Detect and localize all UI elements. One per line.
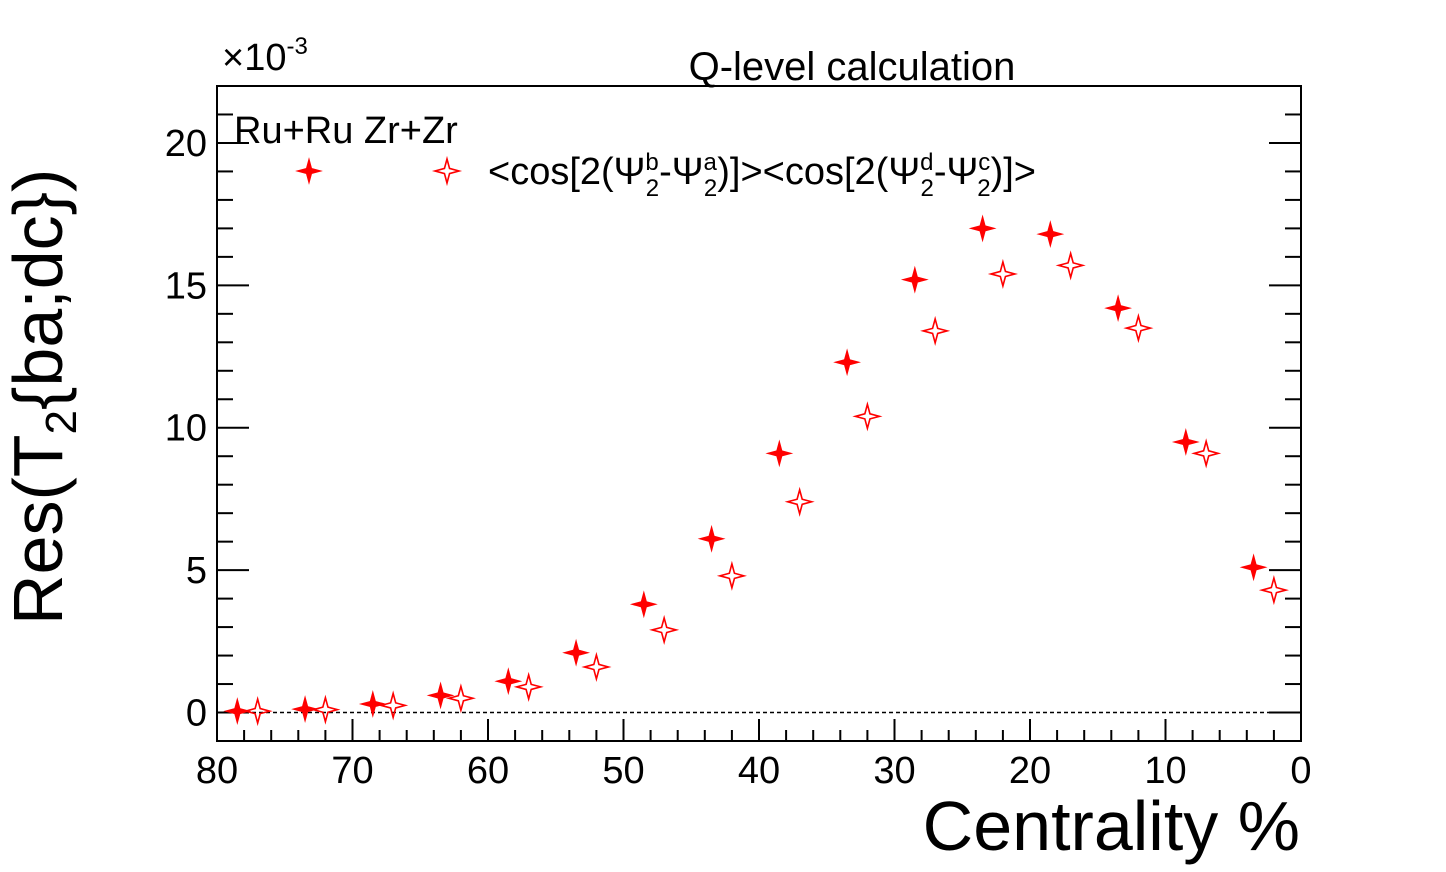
legend-part-3: )]><cos[2(Ψ [717, 151, 920, 193]
series-2-point [1123, 312, 1154, 344]
y-axis-label-rest: {ba;dc}) [0, 169, 77, 410]
series-1-point [833, 348, 862, 377]
series-1-point [765, 439, 794, 468]
series-1-point [1104, 294, 1133, 323]
series-2-point [513, 671, 544, 702]
x-tick-label: 10 [1144, 750, 1186, 792]
legend-sup-2: a [704, 149, 718, 176]
legend-part-2: -Ψ [659, 151, 703, 193]
y-axis-label: Res(T2{ba;dc}) [0, 169, 86, 625]
legend-header: Ru+Ru Zr+Zr [234, 110, 458, 152]
series-1-point [223, 697, 252, 726]
series-1-point [494, 667, 523, 696]
series-1-point [900, 265, 929, 294]
legend-markers [295, 155, 463, 187]
series-1-point [562, 638, 591, 667]
y-multiplier: ×10-3 [222, 33, 308, 79]
data-points-group [223, 214, 1289, 727]
y-multiplier-exponent: -3 [286, 33, 307, 60]
legend-part-5: )]> [991, 151, 1036, 193]
legend-marker-filled-star [295, 157, 323, 185]
y-axis-label-base: Res(T [0, 434, 77, 625]
series-1-point [291, 695, 319, 724]
legend-entry-label: <cos[2(Ψb 2-Ψa 2)]><cos[2(Ψd 2-Ψc 2)]> [488, 149, 1036, 202]
x-tick-label: 40 [738, 750, 780, 792]
series-2-point [716, 560, 747, 591]
series-2-point [920, 315, 951, 346]
y-tick-label: 0 [186, 693, 207, 735]
series-2-point [310, 694, 341, 725]
series-1-point [968, 214, 997, 243]
legend-sub-2: 2 [704, 175, 717, 202]
x-tick-label: 30 [873, 750, 915, 792]
y-axis-label-sub: 2 [37, 410, 86, 434]
x-tick-label: 70 [331, 750, 373, 792]
series-1-point [1171, 428, 1200, 456]
y-tick-label: 5 [186, 550, 207, 592]
series-1-point [629, 590, 658, 619]
series-2-point [1258, 574, 1289, 606]
y-tick-label: 15 [165, 265, 207, 307]
legend-sub-4: 2 [977, 175, 990, 202]
series-1-point [1239, 553, 1268, 582]
series-2-point [378, 690, 409, 721]
legend-sub-3: 2 [920, 175, 933, 202]
x-tick-label: 20 [1009, 750, 1051, 792]
series-2-point [852, 401, 883, 432]
x-tick-label: 0 [1290, 750, 1311, 792]
series-1-point [358, 690, 387, 718]
legend-sup-1: b [645, 149, 658, 176]
y-tick-label: 10 [165, 408, 207, 450]
legend-marker-open-star [431, 155, 463, 187]
series-2-point [987, 258, 1018, 290]
legend-part-1: <cos[2(Ψ [488, 151, 645, 193]
legend-part-4: -Ψ [934, 151, 978, 193]
series-1-point [426, 681, 455, 710]
x-tick-label: 60 [467, 750, 509, 792]
series-2-point [581, 651, 612, 683]
series-2-point [242, 696, 273, 727]
chart-title: Q-level calculation [689, 45, 1016, 89]
legend-sub-1: 2 [646, 175, 659, 202]
x-tick-label: 50 [602, 750, 644, 792]
legend-sup-4: c [978, 149, 990, 176]
x-axis-label: Centrality % [923, 787, 1300, 865]
y-multiplier-base: ×10 [222, 37, 286, 79]
tick-labels-group: 80 70 60 50 40 30 20 10 0 0 5 10 15 20 [165, 123, 1312, 792]
series-1-point [1036, 220, 1065, 249]
series-2-point [445, 683, 476, 714]
series-1-point [697, 524, 726, 553]
series-2-point [1055, 250, 1086, 281]
x-tick-label: 80 [196, 750, 238, 792]
series-2-point [1191, 438, 1222, 469]
series-2-point [784, 486, 815, 517]
legend-sup-3: d [920, 149, 933, 176]
series-2-point [649, 614, 680, 646]
y-tick-label: 20 [165, 123, 207, 165]
